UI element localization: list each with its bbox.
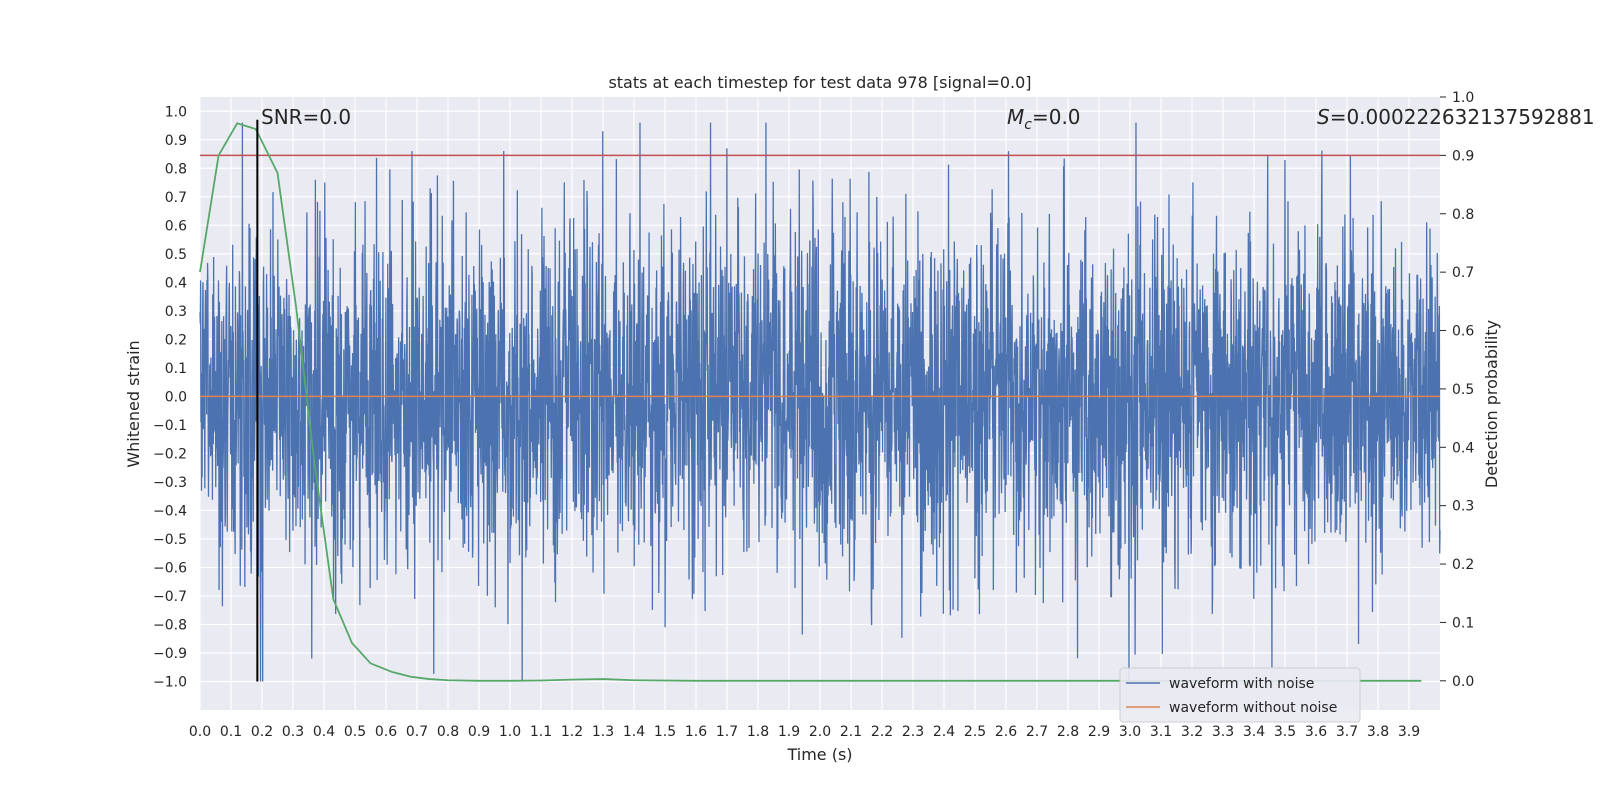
y-axis-label: Whitened strain: [124, 340, 143, 467]
x-tick-label: 0.1: [220, 724, 242, 740]
legend-box: [1119, 667, 1361, 723]
y-tick-label: 0.3: [165, 304, 187, 320]
y-axis-ticks: 1.0 0.9 0.8 0.7 0.6 0.5 0.4 0.3 0.2 0.1 0.0 −0.1 −0.…: [153, 104, 187, 690]
x-tick-label: 2.8: [1057, 724, 1079, 740]
y-tick-label: −0.7: [153, 589, 187, 605]
y-tick-label: 0.0: [165, 389, 187, 405]
y-tick-label: −1.0: [153, 674, 187, 690]
y-tick-label: −0.3: [153, 475, 187, 491]
x-axis-ticks: 0.0 0.1 0.2 0.3 0.4 0.5 0.6 0.7 0.8 0.9 1.0 1.1 1.2 1…: [189, 724, 1420, 740]
x-tick-label: 0.7: [406, 724, 428, 740]
y-right-tick-label: 0.5: [1452, 382, 1474, 398]
x-tick-label: 2.4: [933, 724, 955, 740]
x-tick-label: 0.8: [437, 724, 459, 740]
x-axis-label: Time (s): [786, 745, 852, 764]
y-right-tick-label: 0.8: [1452, 207, 1474, 223]
x-tick-label: 3.5: [1274, 724, 1296, 740]
x-tick-label: 3.6: [1305, 724, 1327, 740]
y-right-tick-label: 0.7: [1452, 265, 1474, 281]
x-tick-label: 1.4: [623, 724, 645, 740]
y-tick-label: −0.8: [153, 617, 187, 633]
y-tick-label: 0.8: [165, 161, 187, 177]
waveform-with-noise-line: [199, 122, 1441, 682]
annotation-chirp-mass: Mc=0.0: [1007, 105, 1081, 133]
x-tick-label: 2.9: [1088, 724, 1110, 740]
x-tick-label: 3.0: [1119, 724, 1141, 740]
x-tick-label: 3.4: [1243, 724, 1265, 740]
y-tick-label: −0.6: [153, 560, 187, 576]
y-right-tick-label: 0.2: [1452, 557, 1474, 573]
x-tick-label: 2.1: [840, 724, 862, 740]
y-right-axis-ticks: 1.0 0.9 0.8 0.7 0.6 0.5 0.4 0.3 0.2 0.1 0.0: [1440, 90, 1474, 690]
annotation-snr: SNR=0.0: [261, 105, 351, 129]
x-tick-label: 1.2: [561, 724, 583, 740]
x-tick-label: 1.1: [530, 724, 552, 740]
series-waveform-with-noise: [199, 122, 1441, 682]
y-tick-label: 0.6: [165, 218, 187, 234]
y-right-tick-label: 0.9: [1452, 148, 1474, 164]
x-tick-label: 1.3: [592, 724, 614, 740]
y-right-tick-label: 0.1: [1452, 615, 1474, 631]
x-tick-label: 0.5: [344, 724, 366, 740]
x-tick-label: 1.5: [654, 724, 676, 740]
x-tick-label: 3.3: [1212, 724, 1234, 740]
y-tick-label: 0.2: [165, 332, 187, 348]
x-tick-label: 1.9: [778, 724, 800, 740]
y-right-tick-label: 0.6: [1452, 324, 1474, 340]
y-tick-label: 0.1: [165, 361, 187, 377]
x-tick-label: 2.5: [964, 724, 986, 740]
y-tick-label: 0.9: [165, 133, 187, 149]
y-right-tick-label: 0.0: [1452, 674, 1474, 690]
x-tick-label: 0.4: [313, 724, 335, 740]
annotations: SNR=0.0 Mc=0.0 S=0.000222632137592881: [261, 105, 1595, 133]
x-tick-label: 1.8: [747, 724, 769, 740]
x-tick-label: 0.3: [282, 724, 304, 740]
x-tick-label: 3.8: [1367, 724, 1389, 740]
x-tick-label: 0.9: [468, 724, 490, 740]
legend-label-with-noise: waveform with noise: [1169, 676, 1314, 692]
y-tick-label: 1.0: [165, 104, 187, 120]
x-tick-label: 3.1: [1150, 724, 1172, 740]
x-tick-label: 2.0: [809, 724, 831, 740]
y-tick-label: 0.5: [165, 247, 187, 263]
y-right-tick-label: 1.0: [1452, 90, 1474, 106]
y-tick-label: −0.1: [153, 418, 187, 434]
series-lines: [199, 119, 1440, 682]
x-tick-label: 3.9: [1398, 724, 1420, 740]
legend-label-without-noise: waveform without noise: [1169, 700, 1337, 716]
x-tick-label: 2.3: [902, 724, 924, 740]
x-tick-label: 0.2: [251, 724, 273, 740]
x-tick-label: 2.7: [1026, 724, 1048, 740]
detection-probability-line: [199, 122, 1422, 682]
x-tick-label: 1.7: [716, 724, 738, 740]
y-right-tick-label: 0.4: [1452, 440, 1474, 456]
x-tick-label: 3.2: [1181, 724, 1203, 740]
y-tick-label: −0.2: [153, 446, 187, 462]
x-tick-label: 1.0: [499, 724, 521, 740]
y-tick-label: 0.7: [165, 190, 187, 206]
x-tick-label: 2.2: [871, 724, 893, 740]
y-tick-label: −0.5: [153, 532, 187, 548]
x-tick-label: 0.0: [189, 724, 211, 740]
y-tick-label: −0.4: [153, 503, 187, 519]
annotation-s: S=0.000222632137592881: [1317, 105, 1595, 129]
chart-title: stats at each timestep for test data 978…: [608, 73, 1031, 92]
x-tick-label: 3.7: [1336, 724, 1358, 740]
y-right-tick-label: 0.3: [1452, 499, 1474, 515]
y-tick-label: −0.9: [153, 646, 187, 662]
legend: waveform with noise waveform without noi…: [1119, 667, 1361, 723]
x-tick-label: 1.6: [685, 724, 707, 740]
x-tick-label: 2.6: [995, 724, 1017, 740]
y-tick-label: 0.4: [165, 275, 187, 291]
y-right-axis-label: Detection probability: [1482, 320, 1501, 488]
x-tick-label: 0.6: [375, 724, 397, 740]
